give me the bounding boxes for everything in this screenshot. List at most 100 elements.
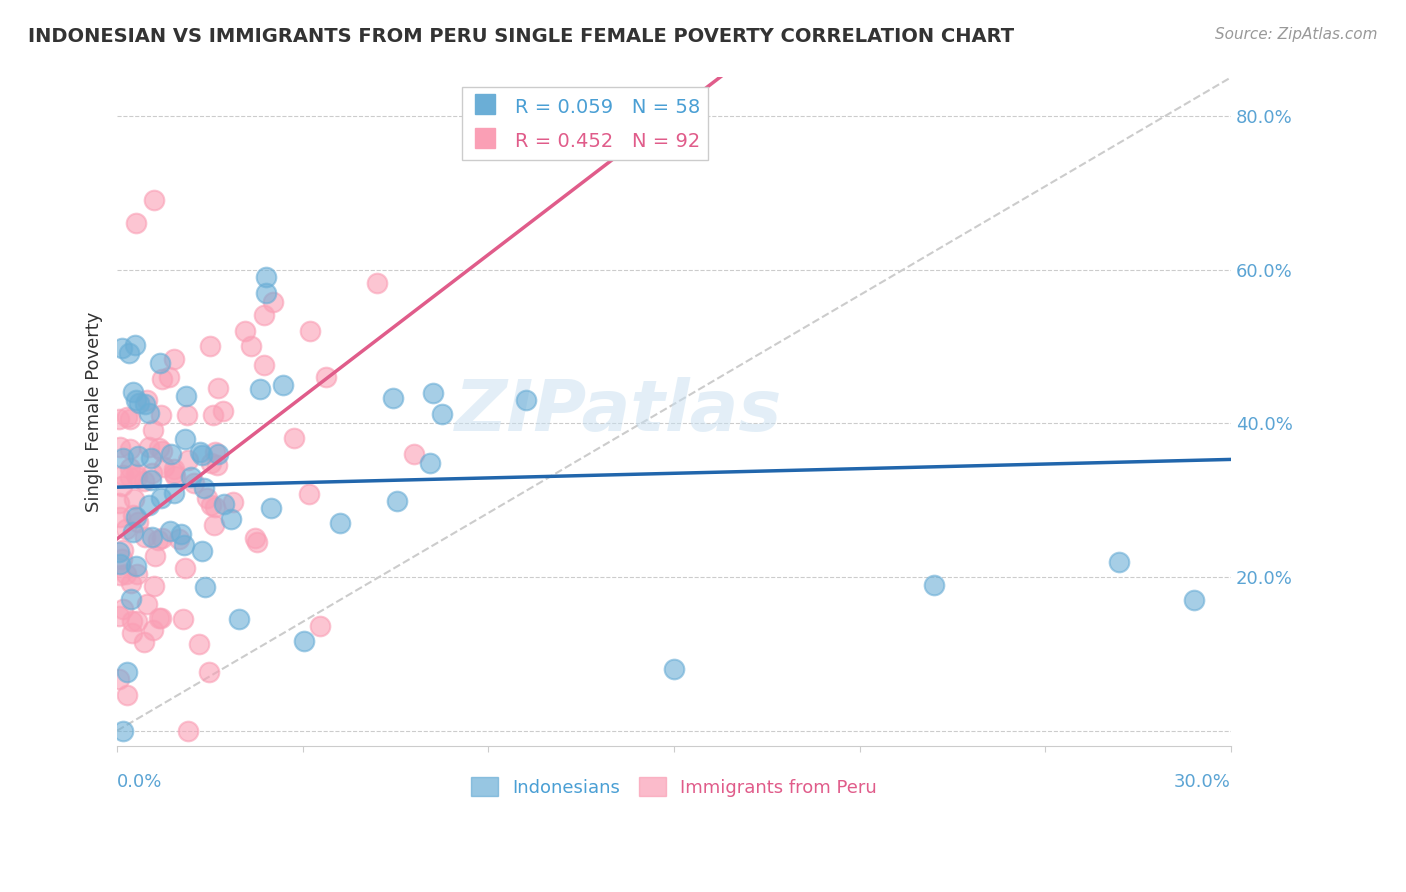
Point [143,549,166,563]
Point [202,408,225,422]
Point [122,384,145,399]
Point [115,688,138,702]
Point [111,451,134,466]
Point [115,522,138,536]
Point [221,511,243,525]
Point [174,389,197,403]
Point [141,423,163,437]
Point [132,475,155,489]
Point [1108,555,1130,569]
Point [125,392,148,407]
Point [207,381,229,395]
Point [385,494,408,508]
Point [173,539,195,553]
Point [191,544,214,558]
Point [120,461,142,475]
Point [122,492,145,507]
Point [118,346,141,360]
Point [127,614,149,628]
Point [157,370,180,384]
Point [204,500,226,515]
Point [125,510,148,524]
Point [198,339,221,353]
Point [194,580,217,594]
Point [204,444,226,458]
Text: ZIPatlas: ZIPatlas [454,377,782,446]
Point [141,530,163,544]
Point [150,408,173,422]
Point [124,338,146,352]
Point [163,466,186,480]
Point [299,324,322,338]
Point [111,479,134,493]
Point [366,276,388,290]
Point [148,442,170,456]
Point [110,558,132,572]
Point [163,486,186,500]
Point [190,445,212,459]
Point [183,475,205,490]
Point [233,324,256,338]
Point [125,470,148,484]
Point [160,447,183,461]
Point [195,491,218,505]
Point [108,496,131,510]
Point [108,440,131,454]
Point [125,567,148,582]
Point [142,623,165,637]
Point [118,442,141,456]
Point [382,391,405,405]
Point [222,495,245,509]
Point [515,393,537,408]
Point [125,216,148,230]
Point [207,458,229,472]
Point [134,397,156,411]
Point [174,561,197,575]
Point [148,356,170,370]
Point [139,450,162,465]
Point [128,396,150,410]
Point [108,509,131,524]
Point [117,409,139,424]
Point [662,662,685,676]
Point [143,579,166,593]
Point [315,369,337,384]
Point [163,469,186,483]
Point [150,531,173,545]
Point [253,309,276,323]
Point [200,456,222,470]
Point [422,385,444,400]
Text: 30.0%: 30.0% [1174,772,1230,791]
Point [169,532,191,546]
Point [149,491,172,505]
Point [172,612,194,626]
Point [193,481,215,495]
Point [180,469,202,483]
Point [239,339,262,353]
Point [141,466,163,480]
Point [159,524,181,538]
Point [254,285,277,300]
Point [254,270,277,285]
Point [212,403,235,417]
Point [135,392,157,407]
Point [122,524,145,539]
Point [262,294,284,309]
Point [108,608,131,623]
Point [249,382,271,396]
Point [111,552,134,566]
Point [149,610,172,624]
Point [138,498,160,512]
Point [115,567,138,582]
Point [152,460,174,475]
Point [127,515,149,529]
Point [243,532,266,546]
Point [1182,593,1205,607]
Point [132,635,155,649]
Point [292,634,315,648]
Point [134,530,156,544]
Point [108,545,131,559]
Point [111,602,134,616]
Point [120,592,142,607]
Point [111,542,134,557]
